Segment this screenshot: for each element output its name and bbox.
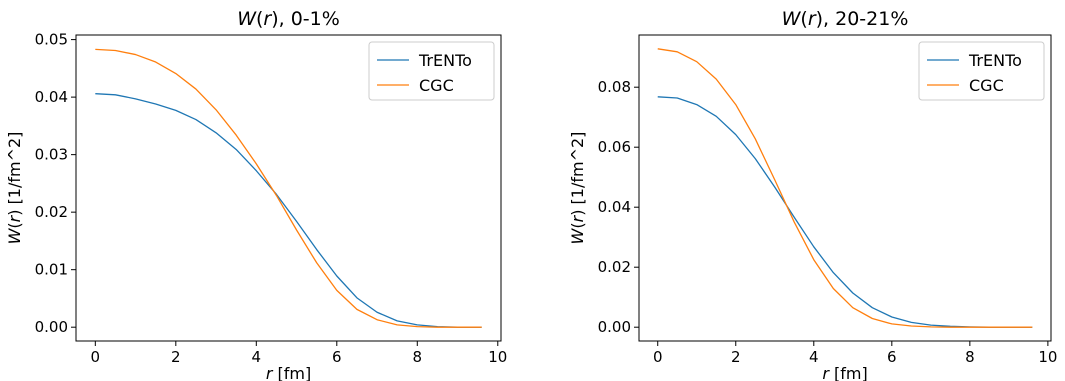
chart-title: W(r), 20-21% bbox=[782, 8, 909, 30]
y-tick-label: 0.02 bbox=[35, 203, 68, 221]
y-label-var: W bbox=[5, 227, 24, 244]
series-line-cgc bbox=[657, 48, 1033, 328]
x-tick-label: 6 bbox=[887, 348, 897, 366]
title-var: W bbox=[237, 8, 257, 30]
title-paren-open: ( bbox=[800, 8, 807, 30]
x-label-var: r bbox=[266, 364, 274, 381]
y-tick-label: 0.04 bbox=[35, 88, 68, 106]
y-tick-label: 0.00 bbox=[35, 318, 68, 336]
y-tick-label: 0.03 bbox=[35, 146, 68, 164]
x-tick-label: 2 bbox=[171, 348, 181, 366]
legend-label-cgc: CGC bbox=[969, 76, 1004, 95]
legend-label-trento: TrENTo bbox=[968, 51, 1022, 70]
title-var: W bbox=[782, 8, 802, 30]
y-tick-label: 0.04 bbox=[598, 198, 631, 216]
y-tick-label: 0.08 bbox=[598, 78, 631, 96]
x-tick-label: 10 bbox=[488, 348, 507, 366]
x-label-unit: [fm] bbox=[829, 364, 868, 381]
x-tick-label: 0 bbox=[653, 348, 663, 366]
series-line-cgc bbox=[95, 48, 482, 328]
title-suffix: , 0-1% bbox=[279, 8, 340, 30]
y-label-paren-open: ( bbox=[5, 222, 24, 228]
y-tick-label: 0.05 bbox=[35, 31, 68, 49]
title-suffix: , 20-21% bbox=[823, 8, 908, 30]
y-label-arg: r bbox=[568, 214, 587, 222]
y-label-paren-close: ) bbox=[568, 210, 587, 216]
x-tick-label: 8 bbox=[965, 348, 975, 366]
y-tick-label: 0.06 bbox=[598, 138, 631, 156]
x-axis-label: r [fm] bbox=[822, 364, 867, 381]
title-arg: r bbox=[808, 8, 817, 30]
y-tick-label: 0.00 bbox=[598, 318, 631, 336]
x-label-unit: [fm] bbox=[272, 364, 311, 381]
y-label-unit: [1/fm^2] bbox=[568, 132, 587, 210]
y-label-unit: [1/fm^2] bbox=[5, 132, 24, 210]
plot-area-frame bbox=[75, 34, 502, 342]
x-tick-label: 0 bbox=[91, 348, 101, 366]
y-tick-label: 0.01 bbox=[35, 261, 68, 279]
title-paren-open: ( bbox=[256, 8, 263, 30]
x-tick-label: 8 bbox=[413, 348, 423, 366]
x-label-var: r bbox=[822, 364, 830, 381]
x-tick-label: 10 bbox=[1038, 348, 1057, 366]
y-tick-label: 0.02 bbox=[598, 258, 631, 276]
legend-label-cgc: CGC bbox=[419, 76, 454, 95]
x-tick-label: 2 bbox=[731, 348, 741, 366]
y-label-arg: r bbox=[5, 214, 24, 222]
x-tick-label: 4 bbox=[252, 348, 262, 366]
legend: TrENTo CGC bbox=[918, 41, 1045, 101]
series-line-trento bbox=[657, 96, 1033, 328]
chart-panel-2: 0 2 4 6 8 100.000.020.040.060.08W(r), 20-21%r… bbox=[568, 8, 1057, 381]
y-axis-label: W(r) [1/fm^2] bbox=[5, 132, 24, 245]
x-axis-label: r [fm] bbox=[266, 364, 311, 381]
legend: TrENTo CGC bbox=[368, 41, 495, 101]
y-label-paren-open: ( bbox=[568, 222, 587, 228]
series-line-trento bbox=[95, 93, 482, 328]
y-label-paren-close: ) bbox=[5, 210, 24, 216]
x-tick-label: 4 bbox=[809, 348, 819, 366]
chart-title: W(r), 0-1% bbox=[237, 8, 340, 30]
y-label-var: W bbox=[568, 227, 587, 244]
title-paren-close: ) bbox=[816, 8, 823, 30]
y-axis-label: W(r) [1/fm^2] bbox=[568, 132, 587, 245]
plot-area-frame bbox=[638, 34, 1052, 342]
title-paren-close: ) bbox=[271, 8, 278, 30]
chart-panel-1: 0 2 4 6 8 100.000.010.020.030.040.05W(r), 0-1… bbox=[5, 8, 507, 381]
legend-label-trento: TrENTo bbox=[418, 51, 472, 70]
x-tick-label: 6 bbox=[332, 348, 342, 366]
title-arg: r bbox=[263, 8, 272, 30]
